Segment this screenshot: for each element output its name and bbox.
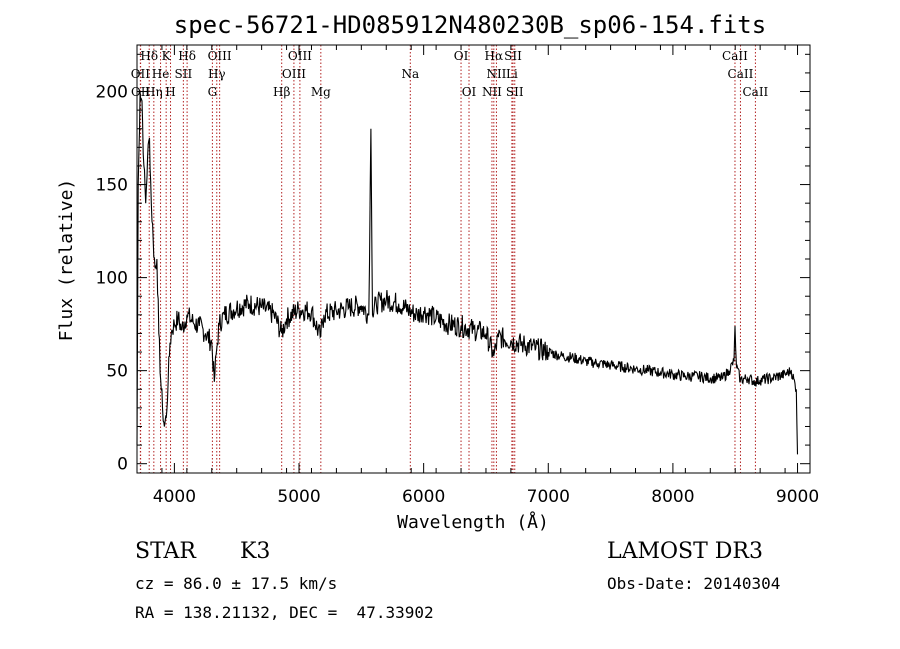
plot-frame (136, 44, 811, 474)
line-label: SII (504, 49, 522, 63)
x-tick-label: 8000 (651, 487, 694, 507)
line-label: Mg (311, 85, 331, 99)
y-tick-label: 50 (106, 362, 128, 382)
y-tick-label: 100 (96, 269, 128, 289)
line-label: NII (486, 67, 506, 81)
line-label: CaII (742, 85, 768, 99)
line-label: NII (482, 85, 502, 99)
line-label: K (162, 49, 172, 63)
x-tick-label: 7000 (527, 487, 570, 507)
line-label: CaII (728, 67, 754, 81)
y-tick-label: 150 (96, 176, 128, 196)
line-label: Li (506, 67, 518, 81)
spectral-subclass: K3 (240, 539, 271, 564)
line-label: CaII (722, 49, 748, 63)
y-tick-label: 200 (96, 83, 128, 103)
line-label: Hη (145, 85, 163, 99)
line-label: OIII (282, 67, 306, 81)
y-axis: 0 50 100 150 200 (96, 53, 810, 475)
line-label: SII (506, 85, 524, 99)
object-class: STAR (135, 539, 196, 564)
x-tick-label: 9000 (776, 487, 819, 507)
line-label: Hδ (140, 49, 158, 63)
line-label: Hδ (178, 49, 196, 63)
coordinates-text: RA = 138.21132, DEC = 47.33902 (135, 603, 434, 622)
line-label: Hβ (273, 85, 290, 99)
line-label: OI (462, 85, 477, 99)
x-axis: 4000 5000 6000 7000 8000 9000 (136, 45, 819, 507)
x-tick-label: 6000 (402, 487, 445, 507)
x-tick-label: 5000 (277, 487, 320, 507)
line-label: Hγ (208, 67, 226, 81)
observation-date: Obs-Date: 20140304 (607, 574, 781, 593)
x-axis-label: Wavelength (Å) (397, 511, 549, 533)
y-axis-label: Flux (relative) (56, 179, 77, 342)
line-marker-group (139, 45, 756, 473)
line-label: OII (131, 67, 151, 81)
line-label: OI (454, 49, 469, 63)
survey-name: LAMOST DR3 (607, 539, 763, 564)
line-label: G (208, 85, 218, 99)
line-label: Hα (485, 49, 504, 63)
chart-title: spec-56721-HD085912N480230B_sp06-154.fit… (174, 11, 766, 39)
line-label: Na (401, 67, 419, 81)
line-label: OIII (208, 49, 232, 63)
line-label: OIII (288, 49, 312, 63)
redshift-text: cz = 86.0 ± 17.5 km/s (135, 574, 338, 593)
x-tick-label: 4000 (153, 487, 196, 507)
spectrum-series (136, 91, 799, 455)
line-label: SII (175, 67, 193, 81)
line-label: He (152, 67, 170, 81)
y-tick-label: 0 (117, 455, 128, 475)
line-label: H (165, 85, 175, 99)
